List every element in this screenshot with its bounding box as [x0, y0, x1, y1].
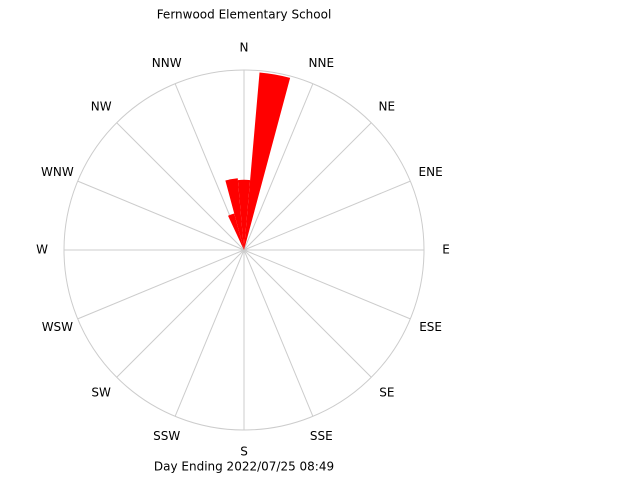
- spoke: [243, 249, 411, 320]
- direction-label: NNW: [152, 56, 182, 70]
- spoke: [116, 249, 245, 378]
- chart-footer: Day Ending 2022/07/25 08:49: [154, 460, 334, 474]
- direction-label: ESE: [419, 320, 442, 334]
- spoke: [243, 180, 411, 251]
- spoke: [77, 180, 245, 251]
- spoke: [243, 83, 314, 251]
- spoke: [116, 122, 245, 251]
- spoke: [243, 249, 372, 378]
- direction-label: N: [240, 41, 249, 55]
- petal: [237, 179, 251, 250]
- direction-label: NW: [91, 100, 112, 114]
- petal: [228, 213, 244, 250]
- direction-label: SW: [91, 385, 111, 399]
- direction-label: SSW: [153, 429, 180, 443]
- spoke: [77, 249, 245, 320]
- direction-label: W: [36, 243, 48, 257]
- direction-label: NNE: [309, 56, 335, 70]
- direction-label: E: [442, 243, 450, 257]
- petal: [244, 72, 291, 250]
- direction-label: SSE: [310, 429, 333, 443]
- spoke: [243, 249, 314, 417]
- direction-label: NE: [379, 100, 396, 114]
- petal: [225, 178, 244, 250]
- direction-label: WNW: [41, 165, 74, 179]
- direction-label: WSW: [42, 320, 73, 334]
- chart-title: Fernwood Elementary School: [157, 8, 332, 22]
- spoke: [174, 249, 245, 417]
- direction-label: S: [240, 445, 248, 459]
- direction-label: SE: [379, 385, 394, 399]
- direction-label: ENE: [419, 165, 443, 179]
- spoke: [243, 122, 372, 251]
